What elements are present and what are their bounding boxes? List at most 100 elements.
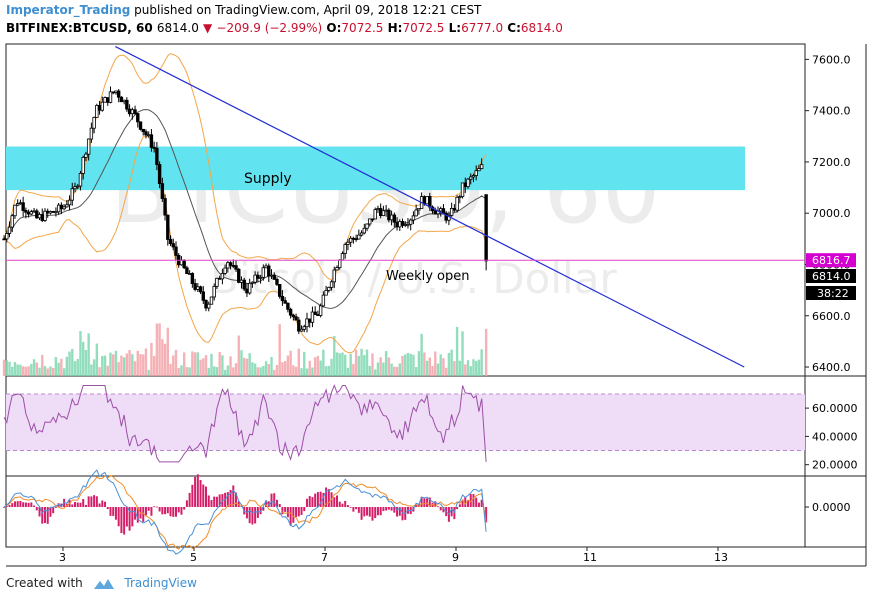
volume-bar	[120, 355, 123, 376]
volume-bar	[289, 350, 292, 376]
weekly-open-tag	[806, 253, 856, 268]
volume-bar	[142, 354, 145, 376]
candle-body	[439, 208, 443, 212]
candle-body	[258, 276, 263, 279]
candle-body	[204, 299, 208, 309]
rsi-tick-label: 60.0000	[812, 402, 858, 415]
candle-body	[141, 128, 145, 133]
candle-body	[146, 134, 151, 137]
candle-body	[138, 121, 143, 130]
volume-bar	[139, 354, 142, 376]
macd-histogram-bar	[112, 507, 115, 516]
volume-bar	[81, 341, 85, 376]
volume-bar	[322, 349, 325, 376]
price-tick-label: 6600.0	[812, 310, 851, 323]
candle-body	[163, 198, 167, 216]
macd-histogram-bar	[475, 497, 478, 507]
volume-bar	[245, 358, 249, 376]
macd-histogram-bar	[134, 507, 137, 520]
candle-body	[408, 219, 413, 225]
volume-bar	[371, 353, 374, 376]
candle-body	[217, 277, 222, 280]
high-label: H:	[387, 21, 403, 35]
tradingview-brand-link[interactable]: TradingView	[124, 576, 197, 590]
volume-bar	[84, 349, 88, 376]
macd-histogram-bar	[371, 507, 374, 521]
candle-body	[269, 274, 274, 277]
candle-body	[286, 302, 290, 310]
candle-body	[256, 274, 260, 279]
candle-body	[133, 109, 137, 114]
time-tick-label: 9	[452, 551, 459, 564]
low-label: L:	[448, 21, 462, 35]
down-arrow-icon: ▼	[203, 21, 213, 35]
volume-bar	[469, 366, 472, 376]
macd-histogram-bar	[314, 493, 317, 507]
candle-body	[171, 243, 175, 248]
macd-histogram-bar	[101, 500, 104, 507]
candle-body	[395, 221, 399, 228]
macd-histogram-bar	[450, 507, 453, 517]
candle-body	[56, 204, 61, 213]
candle-body	[10, 215, 14, 228]
candle-body	[253, 274, 257, 283]
candle-body	[433, 210, 437, 215]
macd-histogram-bar	[128, 507, 131, 531]
macd-signal-line	[3, 474, 487, 550]
candle-body	[403, 224, 407, 226]
macd-histogram-bar	[341, 503, 344, 507]
macd-histogram-bar	[174, 507, 177, 517]
rsi-tick-label: 40.0000	[812, 430, 858, 443]
volume-bar	[425, 360, 429, 376]
candle-body	[417, 208, 421, 211]
candle-body	[65, 204, 69, 208]
macd-histogram-bar	[325, 487, 328, 507]
candle-body	[411, 215, 416, 221]
volume-bar	[458, 360, 462, 376]
volume-bar	[76, 358, 79, 376]
macd-histogram-bar	[423, 498, 426, 507]
symbol-label: BITFINEX:BTCUSD, 60	[6, 21, 153, 35]
candle-body	[226, 262, 230, 269]
volume-bar	[409, 353, 412, 376]
volume-bar	[423, 352, 426, 376]
macd-histogram-bar	[278, 503, 281, 507]
candle-body	[35, 210, 39, 219]
candle-body	[130, 109, 135, 115]
volume-bar	[199, 359, 202, 376]
volume-bar	[316, 355, 320, 376]
created-with-label: Created with	[6, 576, 83, 590]
candle-body	[458, 196, 462, 198]
macd-histogram-bar	[5, 506, 8, 507]
macd-histogram-bar	[27, 502, 30, 507]
volume-bar	[297, 348, 300, 376]
macd-histogram-bar	[210, 500, 213, 507]
candle-body	[97, 105, 102, 111]
volume-bar	[319, 360, 322, 376]
countdown-tag	[806, 286, 856, 300]
weekly-open-tag-label: 6816.7	[812, 254, 851, 267]
candle-body	[136, 113, 140, 123]
candle-body	[280, 295, 285, 302]
macd-histogram-bar	[417, 503, 420, 507]
author-link[interactable]: Imperator_Trading	[6, 3, 131, 17]
volume-bar	[92, 359, 96, 376]
volume-bar	[193, 352, 197, 376]
volume-bar	[172, 355, 175, 376]
open-value: 7072.5	[341, 21, 384, 35]
candle-body	[108, 91, 113, 103]
macd-histogram-bar	[333, 497, 336, 507]
volume-bar	[376, 362, 380, 376]
volume-bar	[68, 351, 71, 376]
macd-histogram-bar	[142, 507, 145, 522]
volume-bar	[234, 363, 238, 376]
macd-histogram-bar	[316, 492, 319, 507]
macd-histogram-bar	[109, 507, 112, 516]
candle-body	[5, 233, 9, 240]
macd-histogram-bar	[215, 496, 218, 507]
candle-body	[351, 237, 356, 240]
watermark-name: Bitcoin / U.S. Dollar	[210, 254, 617, 303]
macd-histogram-bar	[270, 493, 273, 507]
last-price: 6814.0	[156, 21, 199, 35]
